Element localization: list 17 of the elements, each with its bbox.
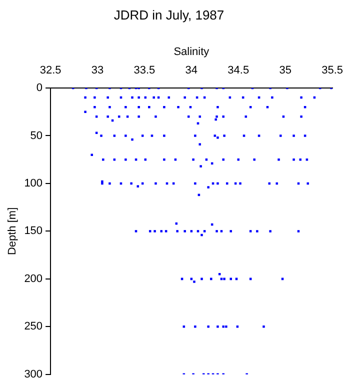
x-tick-label: 34.5 bbox=[228, 64, 250, 76]
x-tick-label: 32.5 bbox=[40, 64, 62, 76]
x-tick-label: 33.5 bbox=[134, 64, 156, 76]
x-tick-label: 34 bbox=[185, 64, 198, 76]
y-tick-label: 50 bbox=[30, 130, 43, 142]
y-tick-label: 100 bbox=[24, 178, 43, 190]
chart-title: JDRD in July, 1987 bbox=[114, 7, 224, 22]
y-tick-label: 300 bbox=[24, 368, 43, 380]
x-tick-label: 35 bbox=[279, 64, 292, 76]
y-tick-label: 150 bbox=[24, 225, 43, 238]
y-tick-label: 250 bbox=[24, 320, 43, 333]
x-axis-title: Salinity bbox=[174, 46, 210, 58]
x-tick-label: 33 bbox=[91, 64, 104, 76]
y-tick-label: 0 bbox=[36, 82, 43, 94]
y-tick-label: 200 bbox=[24, 272, 43, 285]
x-tick-label: 35.5 bbox=[322, 64, 344, 76]
y-axis-title: Depth [m] bbox=[6, 207, 19, 256]
